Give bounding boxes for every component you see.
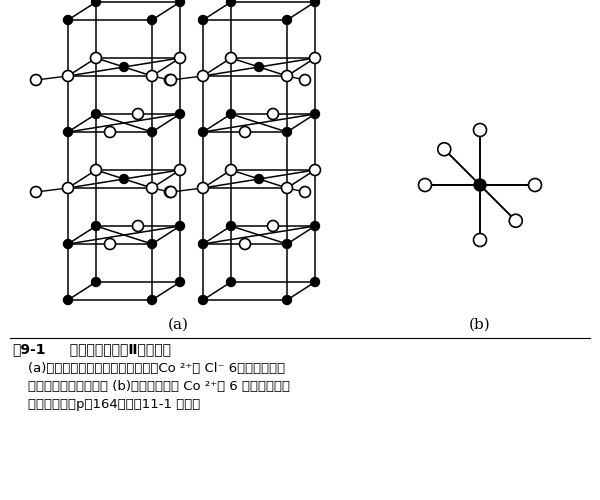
Circle shape — [199, 240, 208, 248]
Circle shape — [226, 164, 236, 175]
Circle shape — [91, 222, 101, 230]
Text: 塩化コバルト（Ⅱ）の構造: 塩化コバルト（Ⅱ）の構造 — [60, 342, 171, 356]
Circle shape — [227, 278, 235, 286]
Circle shape — [311, 222, 320, 230]
Circle shape — [176, 278, 185, 286]
Circle shape — [148, 16, 157, 24]
Circle shape — [64, 16, 73, 24]
Circle shape — [438, 143, 451, 156]
Circle shape — [166, 186, 176, 198]
Text: 囲まれる。（p．164，　囲11-1 参照）: 囲まれる。（p．164， 囲11-1 参照） — [28, 398, 200, 411]
Circle shape — [311, 0, 320, 6]
Circle shape — [175, 52, 185, 64]
Circle shape — [419, 178, 431, 192]
Circle shape — [104, 126, 115, 138]
Circle shape — [164, 74, 176, 86]
Circle shape — [62, 70, 74, 82]
Circle shape — [197, 70, 209, 82]
Circle shape — [529, 178, 542, 192]
Circle shape — [268, 220, 278, 232]
Circle shape — [175, 164, 185, 175]
Circle shape — [64, 240, 73, 248]
Circle shape — [311, 278, 320, 286]
Circle shape — [283, 240, 292, 248]
Text: (a)は塩化カドミウム型構造で，　Co ²⁺は Cl⁻ 6個に囲まれて: (a)は塩化カドミウム型構造で， Co ²⁺は Cl⁻ 6個に囲まれて — [28, 362, 285, 375]
Circle shape — [254, 174, 263, 184]
Circle shape — [176, 110, 185, 118]
Circle shape — [227, 110, 235, 118]
Circle shape — [239, 238, 251, 250]
Circle shape — [283, 16, 292, 24]
Circle shape — [199, 128, 208, 136]
Circle shape — [133, 220, 143, 232]
Circle shape — [299, 186, 311, 198]
Circle shape — [91, 110, 101, 118]
Circle shape — [91, 164, 101, 175]
Circle shape — [226, 52, 236, 64]
Circle shape — [281, 70, 293, 82]
Circle shape — [119, 62, 128, 72]
Circle shape — [164, 186, 176, 198]
Circle shape — [91, 278, 101, 286]
Circle shape — [148, 128, 157, 136]
Circle shape — [473, 234, 487, 246]
Text: いる（ステレオ図）。 (b)は水溶液中で Co ²⁺は 6 個の水分子に: いる（ステレオ図）。 (b)は水溶液中で Co ²⁺は 6 個の水分子に — [28, 380, 290, 393]
Circle shape — [62, 182, 74, 194]
Circle shape — [31, 186, 41, 198]
Circle shape — [299, 74, 311, 86]
Text: 図9-1: 図9-1 — [12, 342, 46, 356]
Circle shape — [197, 182, 209, 194]
Circle shape — [176, 0, 185, 6]
Circle shape — [146, 182, 157, 194]
Circle shape — [199, 296, 208, 304]
Circle shape — [176, 222, 185, 230]
Circle shape — [509, 214, 522, 227]
Circle shape — [199, 16, 208, 24]
Circle shape — [119, 174, 128, 184]
Circle shape — [227, 222, 235, 230]
Circle shape — [148, 240, 157, 248]
Circle shape — [474, 179, 486, 191]
Circle shape — [148, 296, 157, 304]
Circle shape — [254, 62, 263, 72]
Circle shape — [311, 110, 320, 118]
Circle shape — [310, 52, 320, 64]
Circle shape — [166, 74, 176, 86]
Circle shape — [268, 108, 278, 120]
Circle shape — [283, 296, 292, 304]
Circle shape — [133, 108, 143, 120]
Circle shape — [227, 0, 235, 6]
Circle shape — [64, 128, 73, 136]
Circle shape — [239, 126, 251, 138]
Circle shape — [104, 238, 115, 250]
Circle shape — [31, 74, 41, 86]
Circle shape — [310, 164, 320, 175]
Circle shape — [64, 296, 73, 304]
Circle shape — [91, 0, 101, 6]
Circle shape — [473, 124, 487, 136]
Text: (a): (a) — [167, 318, 188, 332]
Circle shape — [91, 52, 101, 64]
Text: (b): (b) — [469, 318, 491, 332]
Circle shape — [281, 182, 293, 194]
Circle shape — [283, 128, 292, 136]
Circle shape — [146, 70, 157, 82]
